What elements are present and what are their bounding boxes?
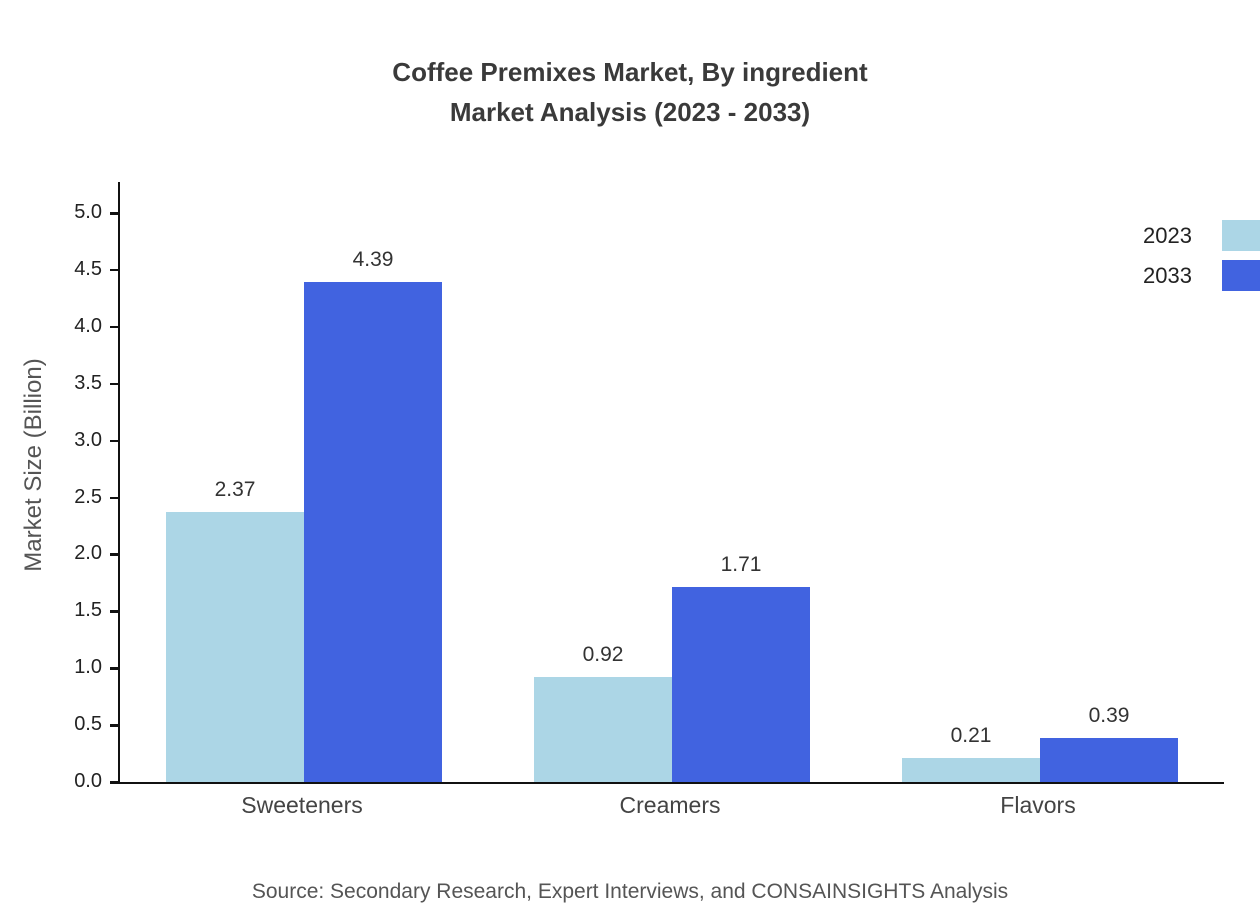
bar-2023-flavors: 0.21 [902, 724, 1040, 782]
y-tick-label: 1.0 [74, 656, 102, 679]
y-tick-mark [110, 610, 119, 613]
bar-value-label: 4.39 [352, 248, 394, 272]
y-tick-label: 0.5 [74, 713, 102, 736]
bar-value-label: 1.71 [720, 553, 762, 577]
y-tick-mark [110, 268, 119, 272]
chart-title: Coffee Premixes Market, By ingredient Ma… [0, 52, 1260, 133]
y-tick-mark [110, 724, 119, 727]
x-axis-label-creamers: Creamers [619, 792, 721, 818]
x-axis-label-sweeteners: Sweeteners [241, 792, 363, 818]
y-tick-label: 4.0 [74, 314, 102, 337]
legend-label: 2023 [1143, 222, 1192, 248]
bar-2033-creamers: 1.71 [672, 553, 810, 782]
bar-2033-flavors: 0.39 [1040, 704, 1178, 782]
plot-area: 0.0 0.5 1.0 1.5 2.0 2.5 3.0 3.5 4.0 4.5 5.0 2.37 4.… [74, 182, 1224, 792]
y-tick-label: 2.5 [74, 485, 102, 508]
bar-value-label: 0.92 [582, 643, 624, 667]
bar-groups: 2.37 4.39 0.92 1.71 0.21 0.39 [120, 182, 1224, 782]
x-axis-labels: Sweeteners Creamers Flavors [118, 792, 1222, 819]
legend: 2023 2033 [1143, 220, 1260, 300]
source-text: Source: Secondary Research, Expert Inter… [251, 880, 1009, 903]
bar-group-sweeteners: 2.37 4.39 [120, 182, 488, 782]
chart-title-line2: Market Analysis (2023 - 2033) [449, 97, 811, 128]
y-tick-label: 0.0 [74, 770, 102, 792]
chart-title-line1: Coffee Premixes Market, By ingredient [392, 57, 868, 87]
legend-swatch [1222, 260, 1260, 291]
legend-item-2033: 2033 [1143, 260, 1260, 291]
y-tick-mark [110, 496, 119, 499]
bar-2023-creamers: 0.92 [534, 643, 672, 782]
y-tick-label: 3.0 [74, 428, 102, 451]
y-tick-label: 4.5 [74, 257, 102, 280]
bar-2033-sweeteners: 4.39 [304, 248, 442, 782]
y-tick-label: 2.0 [74, 542, 102, 565]
legend-item-2023: 2023 [1143, 220, 1260, 251]
y-tick-mark [110, 667, 119, 670]
bar-group-creamers: 0.92 1.71 [488, 182, 856, 782]
legend-label: 2033 [1143, 262, 1192, 288]
y-tick-mark [110, 382, 119, 386]
bar-group-flavors: 0.21 0.39 [856, 182, 1224, 782]
legend-swatch [1222, 220, 1260, 251]
y-tick-mark [110, 325, 119, 329]
y-tick-label: 3.5 [74, 371, 102, 394]
y-tick-mark [110, 781, 119, 784]
y-tick-mark [110, 553, 119, 556]
y-tick-mark [110, 439, 119, 443]
y-tick-label: 5.0 [74, 201, 102, 223]
x-axis-label-flavors: Flavors [1000, 792, 1076, 818]
bar-value-label: 2.37 [214, 478, 256, 502]
bar-value-label: 0.21 [950, 724, 992, 748]
bar-value-label: 0.39 [1088, 703, 1130, 727]
y-tick-mark [110, 212, 119, 215]
bar-2023-sweeteners: 2.37 [166, 478, 304, 782]
y-tick-label: 1.5 [74, 599, 102, 622]
